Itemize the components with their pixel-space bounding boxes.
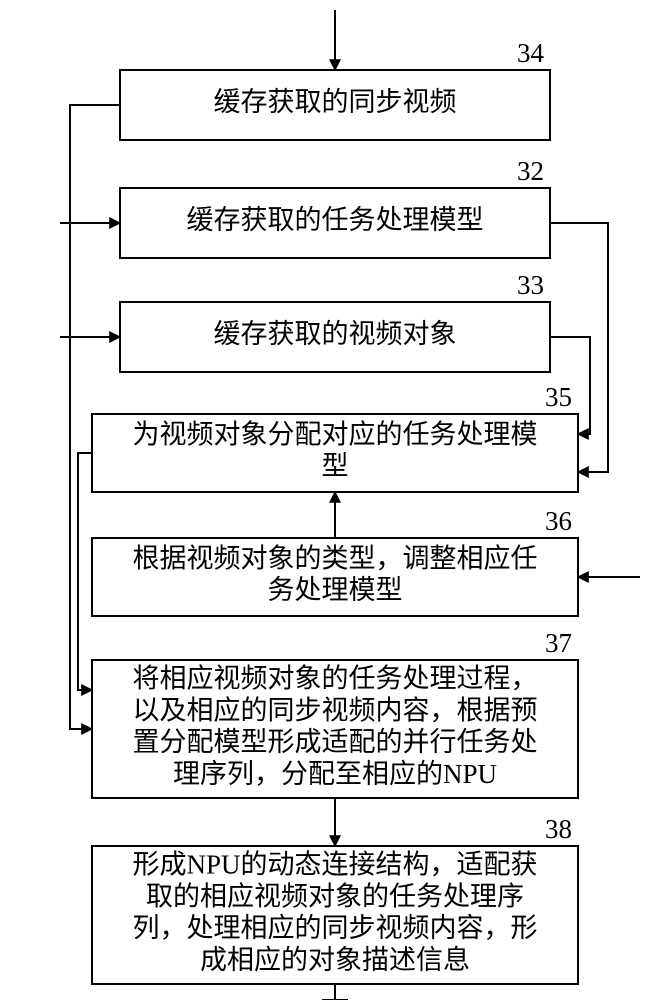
- node-number: 35: [545, 382, 572, 412]
- node-label-line: 列，处理相应的同步视频内容，形: [133, 913, 538, 943]
- node-n33: 33 缓存获取的视频对象: [120, 270, 550, 372]
- node-label-line: 形成NPU的动态连接结构，适配获: [132, 849, 537, 879]
- edge-e-35-37L: [78, 453, 92, 690]
- node-label-line: 缓存获取的同步视频: [214, 87, 457, 117]
- node-label-line: 取的相应视频对象的任务处理序: [146, 881, 524, 911]
- node-number: 32: [517, 156, 544, 186]
- node-n35: 35为视频对象分配对应的任务处理模型: [92, 382, 578, 492]
- node-label-line: 置分配模型形成适配的并行任务处: [133, 727, 538, 757]
- node-label-line: 成相应的对象描述信息: [200, 945, 470, 975]
- node-label-line: 型: [322, 451, 349, 481]
- node-label-line: 根据视频对象的类型，调整相应任: [133, 543, 538, 573]
- node-number: 33: [517, 270, 544, 300]
- node-label-line: 务处理模型: [268, 575, 403, 605]
- node-label-line: 理序列，分配至相应的NPU: [173, 759, 497, 789]
- node-label-line: 缓存获取的视频对象: [214, 319, 457, 349]
- node-number: 37: [545, 628, 572, 658]
- node-n32: 32 缓存获取的任务处理模型: [120, 156, 550, 258]
- node-label-line: 为视频对象分配对应的任务处理模: [133, 419, 538, 449]
- node-number: 38: [545, 814, 572, 844]
- flowchart: 34 缓存获取的同步视频 32 缓存获取的任务处理模型 33 缓存获取的视频对象 35为视频…: [0, 0, 669, 1000]
- node-label-line: 缓存获取的任务处理模型: [187, 205, 484, 235]
- node-label-line: 以及相应的同步视频内容，根据预: [133, 695, 538, 725]
- node-label-line: 将相应视频对象的任务处理过程，: [133, 663, 538, 693]
- node-n37: 37将相应视频对象的任务处理过程，以及相应的同步视频内容，根据预置分配模型形成适…: [92, 628, 578, 798]
- node-number: 36: [545, 506, 572, 536]
- node-number: 34: [517, 38, 545, 68]
